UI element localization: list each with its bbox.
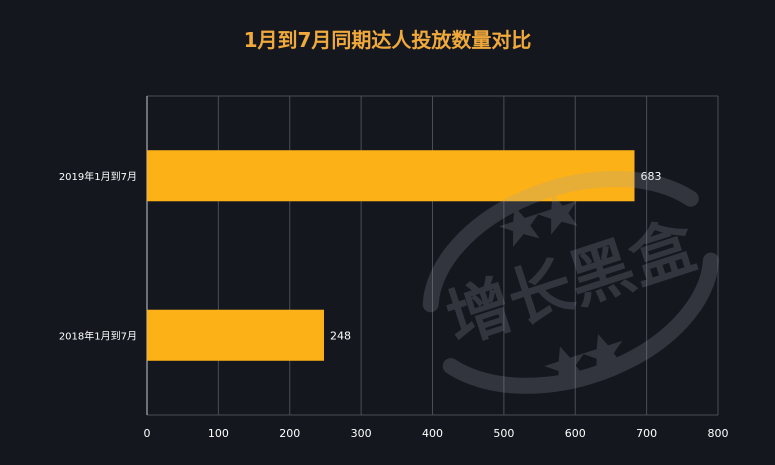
bar — [147, 309, 325, 361]
x-tick-label: 800 — [708, 427, 729, 440]
x-tick-label: 700 — [636, 427, 657, 440]
data-label: 683 — [640, 170, 661, 183]
x-tick-label: 100 — [208, 427, 229, 440]
x-tick-label: 300 — [351, 427, 372, 440]
x-tick-label: 500 — [493, 427, 514, 440]
x-tick-label: 600 — [565, 427, 586, 440]
y-category-label: 2018年1月到7月 — [59, 329, 137, 342]
data-label: 248 — [330, 329, 351, 342]
x-tick-label: 200 — [279, 427, 300, 440]
y-category-label: 2019年1月到7月 — [59, 170, 137, 183]
x-tick-label: 400 — [422, 427, 443, 440]
x-tick-label: 0 — [144, 427, 151, 440]
chart-title: 1月到7月同期达人投放数量对比 — [243, 28, 532, 52]
bar — [147, 150, 635, 202]
